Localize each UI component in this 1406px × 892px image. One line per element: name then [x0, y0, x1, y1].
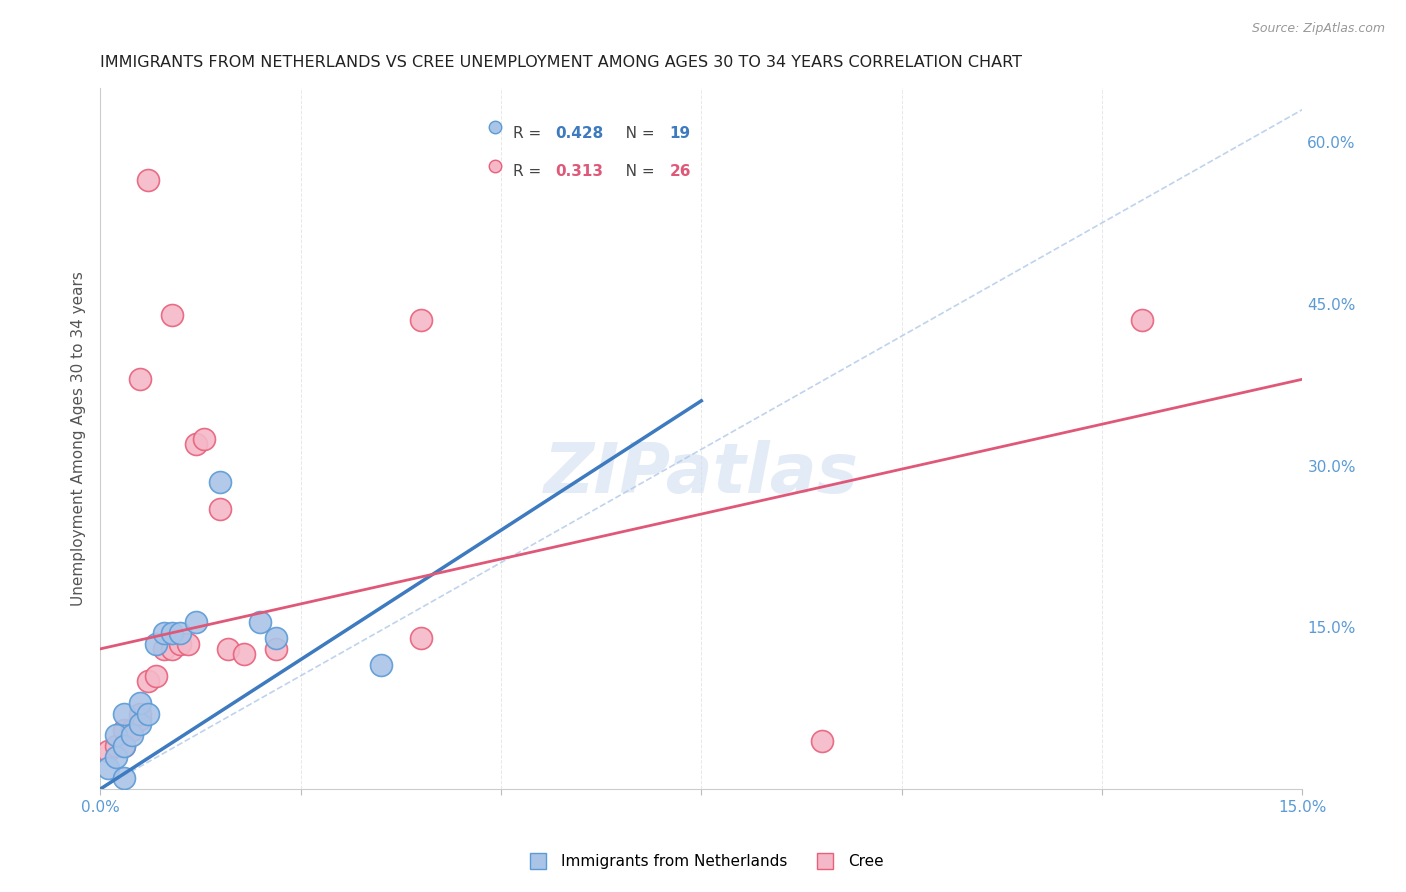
- Point: [186, 615, 208, 629]
- Point: [112, 739, 135, 753]
- Point: [112, 772, 135, 786]
- Point: [129, 706, 152, 721]
- Point: [112, 723, 135, 737]
- Point: [162, 308, 184, 322]
- Point: [136, 674, 159, 689]
- Text: IMMIGRANTS FROM NETHERLANDS VS CREE UNEMPLOYMENT AMONG AGES 30 TO 34 YEARS CORRE: IMMIGRANTS FROM NETHERLANDS VS CREE UNEM…: [100, 55, 1022, 70]
- Point: [162, 625, 184, 640]
- Point: [153, 641, 176, 656]
- Point: [169, 636, 191, 650]
- Point: [97, 761, 120, 775]
- Point: [169, 625, 191, 640]
- Point: [209, 501, 232, 516]
- Legend: Immigrants from Netherlands, Cree: Immigrants from Netherlands, Cree: [516, 848, 890, 875]
- Point: [177, 636, 200, 650]
- Point: [266, 641, 288, 656]
- Point: [217, 641, 239, 656]
- Point: [810, 733, 832, 747]
- Point: [105, 749, 128, 764]
- Point: [129, 696, 152, 710]
- Point: [136, 172, 159, 186]
- Point: [409, 313, 432, 327]
- Point: [129, 717, 152, 731]
- Point: [112, 739, 135, 753]
- Point: [370, 658, 392, 673]
- Point: [129, 372, 152, 386]
- Point: [136, 706, 159, 721]
- Text: Source: ZipAtlas.com: Source: ZipAtlas.com: [1251, 22, 1385, 36]
- Point: [145, 636, 167, 650]
- Y-axis label: Unemployment Among Ages 30 to 34 years: Unemployment Among Ages 30 to 34 years: [72, 271, 86, 606]
- Point: [121, 723, 143, 737]
- Point: [193, 432, 215, 446]
- Point: [105, 739, 128, 753]
- Text: ZIPatlas: ZIPatlas: [544, 440, 859, 508]
- Point: [145, 669, 167, 683]
- Point: [1130, 313, 1153, 327]
- Point: [209, 475, 232, 489]
- Point: [409, 631, 432, 645]
- Point: [153, 625, 176, 640]
- Point: [105, 728, 128, 742]
- Point: [249, 615, 271, 629]
- Point: [162, 641, 184, 656]
- Point: [233, 648, 256, 662]
- Point: [97, 744, 120, 758]
- Point: [186, 437, 208, 451]
- Point: [266, 631, 288, 645]
- Point: [112, 706, 135, 721]
- Point: [129, 712, 152, 726]
- Point: [121, 728, 143, 742]
